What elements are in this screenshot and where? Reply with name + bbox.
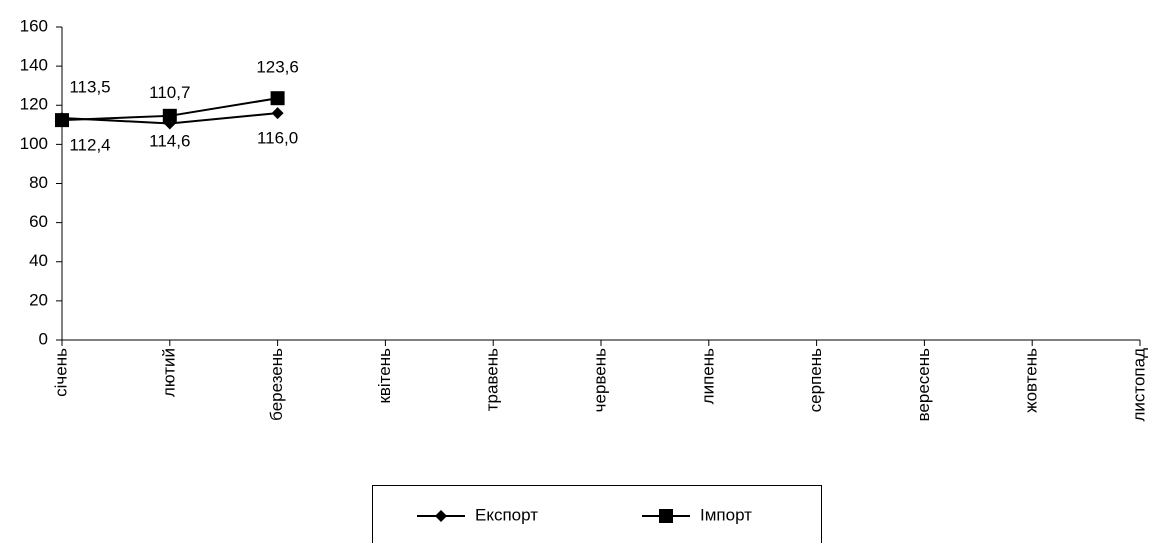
data-label: 114,6 [149,131,190,150]
data-label: 112,4 [69,136,110,155]
y-tick-label: 20 [29,290,48,309]
y-tick-label: 40 [29,251,48,270]
legend-label: Імпорт [700,505,752,524]
x-tick-label: липень [698,348,717,404]
data-label: 110,7 [149,83,190,102]
marker-diamond [271,107,284,120]
y-tick-label: 60 [29,212,48,231]
data-label: 123,6 [256,58,299,77]
legend-box [372,485,822,543]
marker-square [55,113,69,128]
marker-square [270,91,285,106]
x-tick-label: травень [483,348,502,411]
x-tick-label: лютий [159,348,178,397]
data-label: 113,5 [69,77,110,96]
x-tick-label: серпень [806,348,825,412]
y-tick-label: 120 [20,95,48,114]
x-tick-label: квітень [375,348,394,404]
y-tick-label: 0 [39,329,48,348]
marker-square [659,509,673,523]
x-tick-label: жовтень [1022,348,1041,413]
x-tick-label: листопад [1129,348,1148,422]
marker-square [162,108,177,123]
y-tick-label: 160 [20,16,48,35]
x-tick-label: березень [267,348,286,421]
legend-label: Експорт [475,505,538,524]
y-tick-label: 100 [20,134,48,153]
data-label: 116,0 [257,129,298,148]
marker-diamond [435,510,447,522]
x-tick-label: червень [590,348,609,412]
x-tick-label: січень [51,348,70,397]
y-tick-label: 80 [29,173,48,192]
y-tick-label: 140 [20,56,48,75]
x-tick-label: вересень [914,348,933,422]
